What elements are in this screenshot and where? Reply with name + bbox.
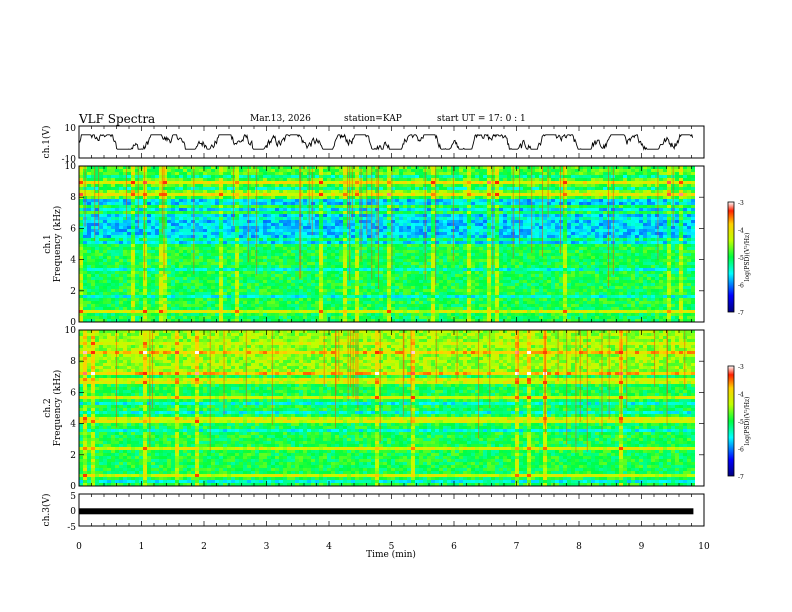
x-tick-label: 0 (76, 542, 82, 552)
ch2-colorbar-label: log(PSD)(V²/Hz) (744, 397, 751, 446)
colorbar-tick-label: -7 (738, 310, 744, 317)
ch3-ytick-mid: 0 (70, 507, 76, 517)
colorbar-tick-label: -7 (738, 474, 744, 481)
ch1-ytick-top: 10 (65, 124, 77, 134)
freq-tick-label: 10 (65, 162, 77, 172)
freq-tick-label: 8 (70, 193, 76, 203)
colorbar-tick-label: -3 (738, 200, 744, 207)
date-label: Mar.13, 2026 (250, 114, 311, 124)
ch3-ytick-bottom: -5 (67, 523, 76, 533)
freq-tick-label: 4 (70, 420, 76, 430)
colorbar-tick-label: -6 (738, 447, 744, 454)
x-axis-tick-labels: 0 1 2 3 4 5 6 7 8 9 10 (76, 542, 710, 552)
ch1-colorbar-label: log(PSD)(V²/Hz) (744, 233, 751, 282)
freq-tick-label: 2 (70, 451, 76, 461)
ch3-ylabel: ch.3(V) (41, 494, 52, 527)
ch1-colorbar (727, 201, 735, 313)
panel-ch3: 5 0 -5 ch.3(V) (41, 492, 705, 533)
freq-tick-label: 4 (70, 256, 76, 266)
ch1-ylabel-frequency: Frequency (kHz) (52, 206, 63, 283)
x-tick-label: 5 (389, 542, 395, 552)
freq-tick-label: 10 (65, 326, 77, 336)
ch2-ylabel-channel: ch.2 (43, 398, 53, 417)
freq-tick-label: 6 (70, 388, 76, 398)
colorbar-tick-label: -4 (738, 228, 744, 235)
colorbar-tick-label: -6 (738, 283, 744, 290)
x-tick-label: 4 (326, 542, 332, 552)
ch2-colorbar (727, 365, 735, 477)
x-tick-label: 10 (698, 542, 710, 552)
colorbar-tick-label: -5 (738, 419, 744, 426)
chart-title: VLF Spectra (79, 112, 156, 126)
ch1-ylabel-channel: ch.1 (43, 234, 53, 253)
x-axis-label: Time (min) (366, 549, 416, 560)
freq-tick-label: 8 (70, 357, 76, 367)
ch3-ytick-top: 5 (70, 492, 76, 502)
ch1-spectrogram-image (79, 166, 704, 322)
freq-tick-label: 0 (70, 318, 76, 328)
ch2-spectrogram-image (79, 330, 704, 486)
x-tick-label: 1 (139, 542, 145, 552)
x-tick-label: 9 (639, 542, 645, 552)
x-tick-label: 8 (576, 542, 582, 552)
panel-ch1-waveform: 10 -10 ch.1(V) (41, 124, 705, 165)
ch1-waveform-line (78, 133, 694, 151)
ch3-signal-line (79, 508, 694, 515)
freq-tick-label: 2 (70, 287, 76, 297)
ch2-ylabel-frequency: Frequency (kHz) (52, 370, 63, 447)
x-tick-label: 7 (514, 542, 520, 552)
x-tick-label: 3 (264, 542, 270, 552)
x-tick-label: 6 (451, 542, 457, 552)
x-tick-label: 2 (201, 542, 207, 552)
freq-tick-label: 6 (70, 224, 76, 234)
ch1-ytick-bottom: -10 (62, 155, 77, 165)
colorbar-tick-label: -4 (738, 392, 744, 399)
ch1-ylabel: ch.1(V) (41, 126, 52, 159)
start-ut-label: start UT = 17: 0 : 1 (437, 114, 526, 124)
colorbar-tick-label: -5 (738, 255, 744, 262)
colorbar-tick-label: -3 (738, 364, 744, 371)
x-axis-ticks (78, 126, 705, 526)
freq-tick-label: 0 (70, 482, 76, 492)
station-label: station=KAP (344, 114, 402, 124)
